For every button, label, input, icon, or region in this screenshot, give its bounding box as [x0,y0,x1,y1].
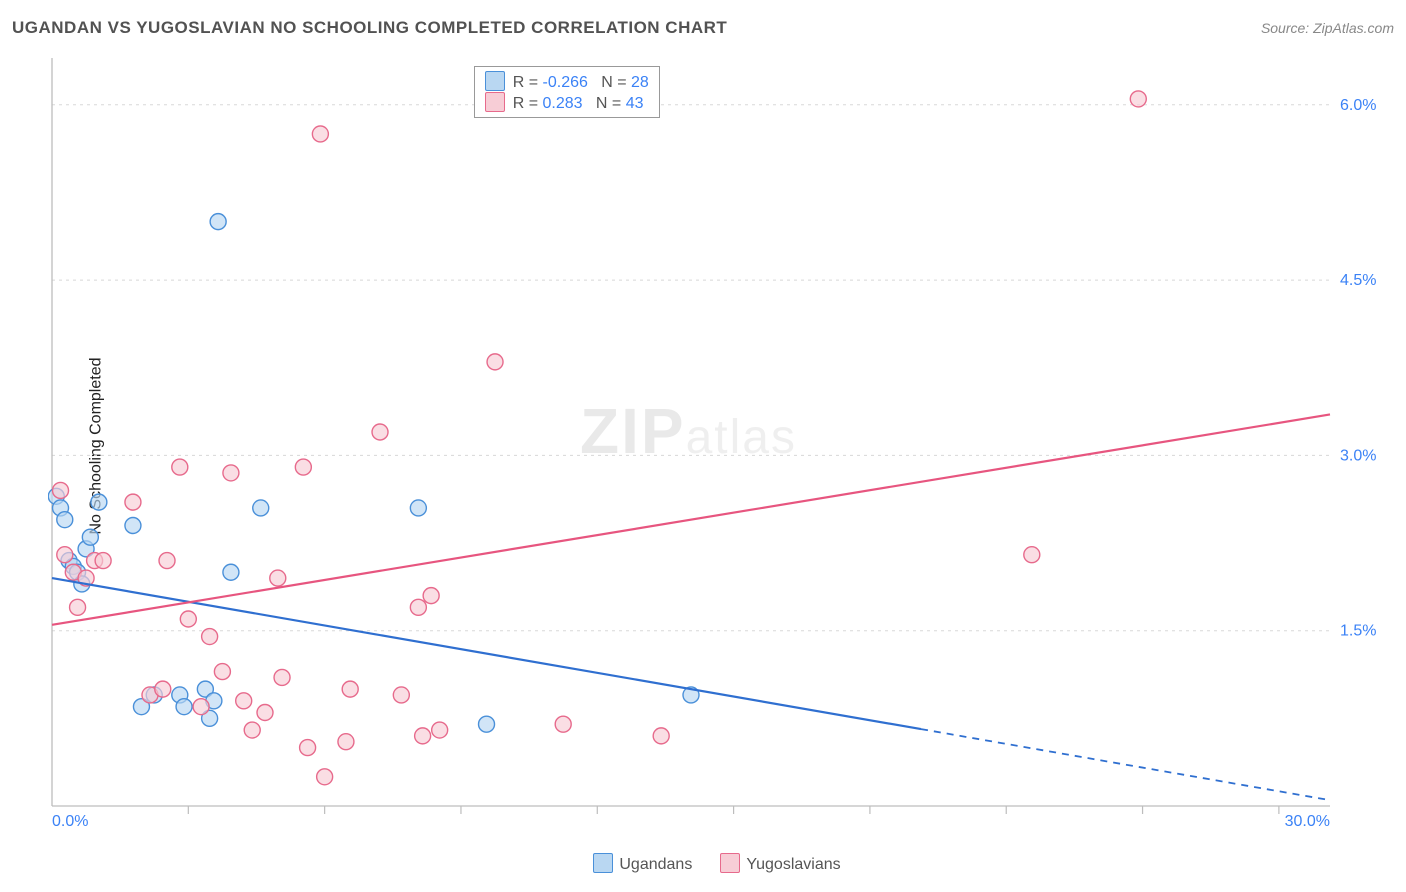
swatch-icon [720,853,740,873]
legend: Ugandans Yugoslavians [0,853,1406,874]
legend-label: Yugoslavians [746,856,840,873]
stats-row: R = 0.283 N = 43 [485,92,649,113]
svg-text:4.5%: 4.5% [1340,272,1376,289]
legend-label: Ugandans [619,856,692,873]
swatch-icon [593,853,613,873]
stats-row: R = -0.266 N = 28 [485,71,649,92]
source-label: Source: ZipAtlas.com [1261,20,1394,36]
svg-text:0.0%: 0.0% [52,813,88,830]
n-value: 43 [626,95,644,112]
stats-legend: R = -0.266 N = 28R = 0.283 N = 43 [474,66,660,118]
swatch-icon [485,92,505,112]
r-value: 0.283 [543,95,583,112]
n-value: 28 [631,74,649,91]
chart-area: 0.0%30.0%1.5%3.0%4.5%6.0% ZIPatlas R = -… [48,52,1392,830]
svg-text:3.0%: 3.0% [1340,447,1376,464]
svg-text:1.5%: 1.5% [1340,623,1376,640]
chart-title: UGANDAN VS YUGOSLAVIAN NO SCHOOLING COMP… [12,18,727,37]
svg-text:30.0%: 30.0% [1285,813,1330,830]
r-value: -0.266 [543,74,588,91]
svg-text:6.0%: 6.0% [1340,97,1376,114]
scatter-chart: 0.0% 30.0% 1.5% 3.0% 4.5% 6.0% [48,52,1392,830]
swatch-icon [485,71,505,91]
